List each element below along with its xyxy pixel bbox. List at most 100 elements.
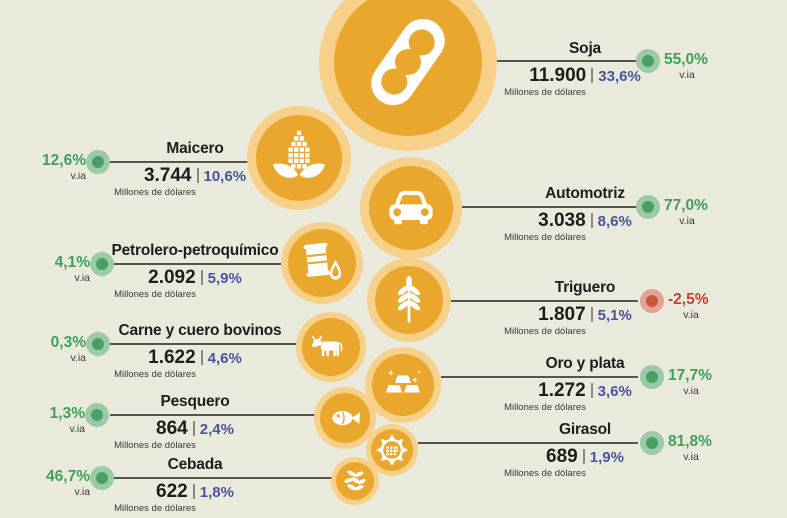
units-label: Millones de dólares xyxy=(114,289,196,300)
sector-connector xyxy=(418,442,638,444)
cow-icon xyxy=(311,335,343,357)
sector-bubble-pesquero xyxy=(314,387,376,449)
sector-name: Triguero xyxy=(554,279,616,296)
sector-figures: 689 1,9% xyxy=(500,446,670,468)
sector-name: Carne y cuero bovinos xyxy=(118,322,282,339)
sector-connector xyxy=(110,414,316,416)
corn-icon xyxy=(272,130,326,178)
sector-bubble-automotriz xyxy=(360,157,462,259)
sector-value: 1.272 xyxy=(538,380,586,401)
sector-bubble-girasol xyxy=(366,424,418,476)
units-label: Millones de dólares xyxy=(504,402,586,413)
sector-value: 864 xyxy=(156,418,188,439)
variation-value: 55,0% xyxy=(664,51,708,68)
sector-figures: 3.038 8,6% xyxy=(500,210,670,232)
variation-dot xyxy=(90,252,114,276)
sector-connector xyxy=(112,477,333,479)
variation-period-label: v.ia xyxy=(683,385,699,397)
variation-value: 0,3% xyxy=(50,334,86,351)
sunflower-icon xyxy=(376,434,408,466)
variation-period-label: v.ia xyxy=(74,272,90,284)
sector-connector xyxy=(110,263,284,265)
variation-value: 1,3% xyxy=(49,405,85,422)
sector-share: 4,6% xyxy=(207,350,242,367)
barley-icon xyxy=(344,470,366,491)
sector-bubble-carne xyxy=(296,312,366,382)
sector-bubble-petrolero xyxy=(281,222,363,304)
value-share-divider xyxy=(590,213,593,228)
wheat-icon xyxy=(397,275,421,323)
sector-value: 1.622 xyxy=(148,347,196,368)
car-icon xyxy=(389,190,433,225)
gold-bars-icon xyxy=(386,370,421,393)
value-share-divider xyxy=(591,68,594,83)
variation-dot xyxy=(640,431,664,455)
variation-dot xyxy=(636,49,660,73)
variation-value: 12,6% xyxy=(42,152,86,169)
value-share-divider xyxy=(200,270,203,285)
sector-name: Petrolero-petroquímico xyxy=(111,242,279,259)
sector-connector xyxy=(110,161,250,163)
sector-name: Cebada xyxy=(167,456,223,473)
units-label: Millones de dólares xyxy=(504,326,586,337)
oil-barrel-icon xyxy=(303,242,342,280)
variation-period-label: v.ia xyxy=(69,423,85,435)
variation-dot xyxy=(640,289,664,313)
variation-value: 46,7% xyxy=(46,468,90,485)
sector-value: 622 xyxy=(156,481,188,502)
sector-bubble-cebada xyxy=(331,457,379,505)
value-share-divider xyxy=(192,421,195,436)
value-share-divider xyxy=(582,449,585,464)
value-share-divider xyxy=(590,307,593,322)
units-label: Millones de dólares xyxy=(504,232,586,243)
sector-share: 1,9% xyxy=(589,449,624,466)
variation-dot xyxy=(640,365,664,389)
sector-name: Oro y plata xyxy=(545,355,625,372)
sector-figures: 1.622 4,6% xyxy=(100,347,290,369)
value-share-divider xyxy=(196,168,199,183)
units-label: Millones de dólares xyxy=(114,503,196,514)
sector-name: Soja xyxy=(569,40,601,57)
sector-share: 8,6% xyxy=(597,213,632,230)
sector-bubble-soja xyxy=(319,0,497,151)
units-label: Millones de dólares xyxy=(114,440,196,451)
variation-period-label: v.ia xyxy=(683,451,699,463)
variation-value: 17,7% xyxy=(668,367,712,384)
variation-value: 4,1% xyxy=(54,254,90,271)
sector-name: Pesquero xyxy=(160,393,230,410)
sector-figures: 622 1,8% xyxy=(100,481,290,503)
sector-value: 689 xyxy=(546,446,578,467)
variation-period-label: v.ia xyxy=(679,69,695,81)
units-label: Millones de dólares xyxy=(504,87,586,98)
sector-share: 3,6% xyxy=(597,383,632,400)
sector-name: Automotriz xyxy=(545,185,625,202)
sector-share: 33,6% xyxy=(598,68,641,85)
sector-bubble-triguero xyxy=(367,258,451,342)
variation-value: 81,8% xyxy=(668,433,712,450)
sector-value: 2.092 xyxy=(148,267,196,288)
sector-figures: 3.744 10,6% xyxy=(100,165,290,187)
variation-period-label: v.ia xyxy=(74,486,90,498)
sector-name: Maicero xyxy=(166,140,224,157)
variation-dot xyxy=(636,195,660,219)
variation-dot xyxy=(85,403,109,427)
sector-figures: 1.272 3,6% xyxy=(500,380,670,402)
variation-dot xyxy=(90,466,114,490)
soybean-pod-icon xyxy=(371,18,445,106)
units-label: Millones de dólares xyxy=(504,468,586,479)
fish-icon xyxy=(332,410,361,426)
variation-value: -2,5% xyxy=(668,291,709,308)
variation-period-label: v.ia xyxy=(683,309,699,321)
variation-value: 77,0% xyxy=(664,197,708,214)
sector-value: 3.038 xyxy=(538,210,586,231)
variation-period-label: v.ia xyxy=(679,215,695,227)
value-share-divider xyxy=(192,484,195,499)
sector-figures: 2.092 5,9% xyxy=(100,267,290,289)
sector-bubble-oro-y-plata xyxy=(365,347,441,423)
sector-connector xyxy=(462,206,638,208)
variation-period-label: v.ia xyxy=(70,352,86,364)
sector-bubble-maicero xyxy=(247,106,351,210)
sector-name: Girasol xyxy=(558,421,611,438)
sector-value: 1.807 xyxy=(538,304,586,325)
